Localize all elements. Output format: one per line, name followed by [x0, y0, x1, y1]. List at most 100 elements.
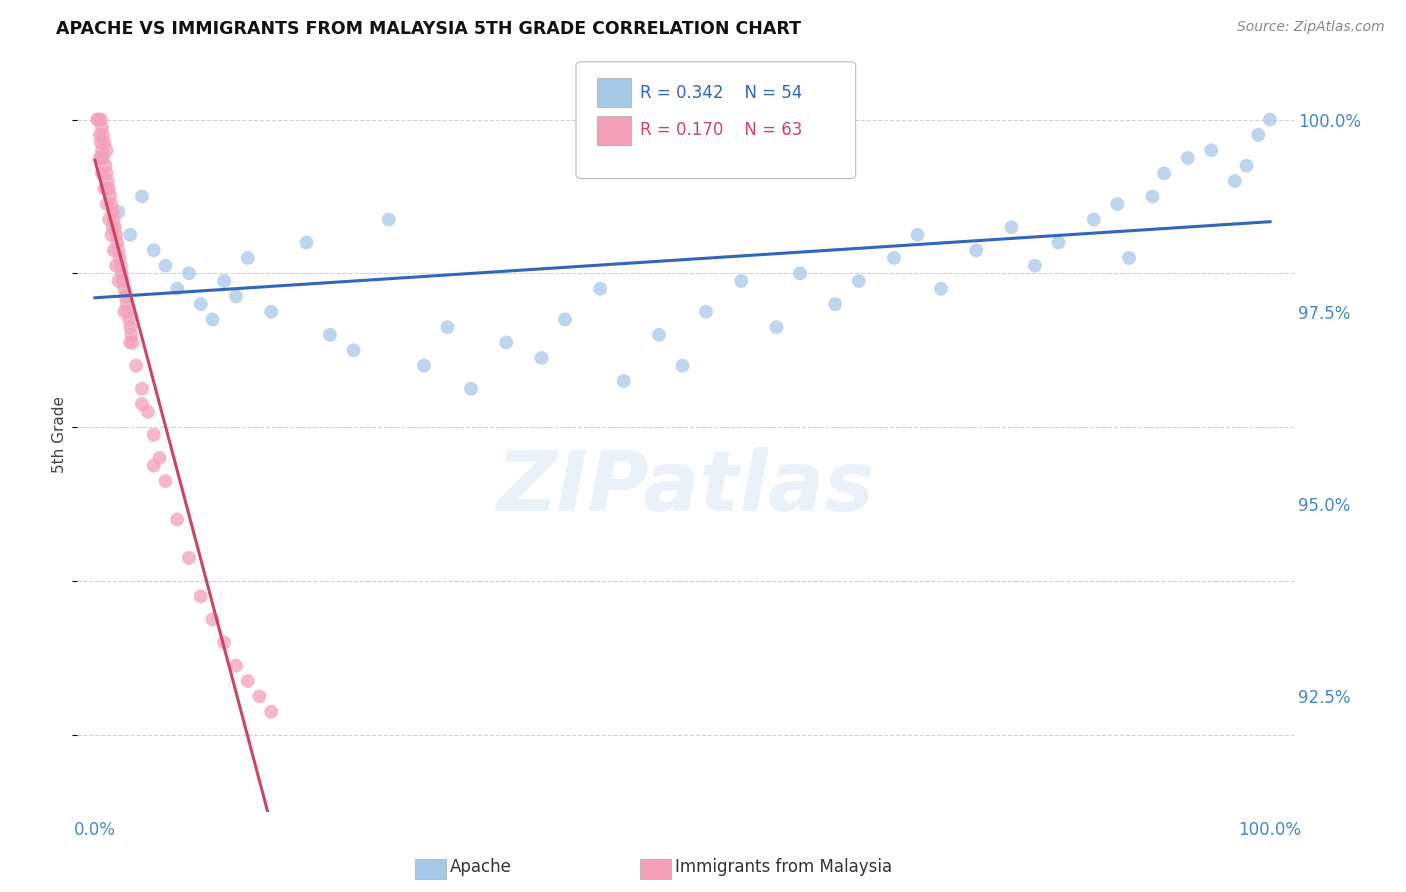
Point — [225, 658, 247, 673]
Text: R = 0.170    N = 63: R = 0.170 N = 63 — [640, 121, 803, 139]
Point — [883, 251, 905, 265]
FancyBboxPatch shape — [576, 62, 856, 178]
Point — [236, 673, 259, 688]
Text: Apache: Apache — [450, 858, 512, 876]
Point — [149, 450, 172, 465]
Point — [554, 312, 576, 326]
Point — [131, 397, 153, 411]
Point — [105, 235, 128, 250]
Point — [295, 235, 318, 250]
Point — [201, 612, 224, 626]
Point — [1177, 151, 1199, 165]
Point — [1024, 259, 1046, 273]
Point — [1223, 174, 1246, 188]
Point — [589, 282, 612, 296]
Bar — [596, 78, 631, 107]
Point — [1000, 220, 1022, 235]
Point — [413, 359, 436, 373]
Point — [120, 335, 142, 350]
Point — [1118, 251, 1140, 265]
Point — [166, 512, 188, 526]
Point — [1247, 128, 1270, 142]
Point — [765, 320, 787, 334]
Point — [89, 151, 111, 165]
Point — [89, 128, 111, 142]
Text: Source: ZipAtlas.com: Source: ZipAtlas.com — [1237, 20, 1385, 34]
Point — [929, 282, 952, 296]
Point — [1107, 197, 1129, 211]
Point — [98, 182, 121, 196]
Point — [97, 174, 120, 188]
Point — [201, 312, 224, 326]
Point — [260, 705, 283, 719]
Point — [96, 143, 118, 157]
Point — [100, 227, 122, 242]
Point — [730, 274, 752, 288]
Point — [107, 204, 129, 219]
Point — [90, 151, 112, 165]
Point — [114, 289, 136, 303]
Point — [120, 327, 142, 342]
Point — [125, 359, 148, 373]
Point — [136, 405, 159, 419]
Point — [142, 244, 165, 258]
Point — [190, 590, 212, 604]
Point — [190, 297, 212, 311]
Point — [907, 227, 929, 242]
Point — [1199, 143, 1222, 157]
Point — [377, 212, 399, 227]
Point — [90, 136, 112, 150]
Point — [1153, 166, 1175, 180]
Point — [848, 274, 870, 288]
Point — [1083, 212, 1105, 227]
Point — [671, 359, 693, 373]
Point — [91, 143, 114, 157]
Point — [1047, 235, 1070, 250]
Point — [117, 305, 139, 319]
Point — [112, 282, 135, 296]
Point — [91, 120, 114, 135]
Point — [90, 112, 112, 127]
Point — [342, 343, 364, 358]
Point — [104, 220, 127, 235]
Point — [1142, 189, 1164, 203]
Point — [101, 204, 124, 219]
Point — [249, 690, 271, 704]
Text: APACHE VS IMMIGRANTS FROM MALAYSIA 5TH GRADE CORRELATION CHART: APACHE VS IMMIGRANTS FROM MALAYSIA 5TH G… — [56, 20, 801, 37]
Point — [96, 197, 118, 211]
Point — [100, 197, 122, 211]
Point — [460, 382, 482, 396]
Point — [225, 289, 247, 303]
Point — [93, 182, 115, 196]
Point — [118, 312, 141, 326]
Point — [107, 244, 129, 258]
Point — [105, 227, 128, 242]
Point — [177, 550, 200, 565]
Bar — [596, 116, 631, 145]
Point — [789, 266, 811, 280]
Point — [120, 320, 142, 334]
Point — [965, 244, 987, 258]
Text: Immigrants from Malaysia: Immigrants from Malaysia — [675, 858, 891, 876]
Point — [236, 251, 259, 265]
Point — [695, 305, 717, 319]
Point — [103, 212, 125, 227]
Point — [103, 244, 125, 258]
Point — [112, 305, 135, 319]
Point — [1236, 159, 1258, 173]
Point — [260, 305, 283, 319]
Point — [98, 189, 121, 203]
Point — [177, 266, 200, 280]
Point — [94, 159, 117, 173]
Point — [87, 112, 110, 127]
Point — [91, 166, 114, 180]
Point — [96, 182, 118, 196]
Point — [142, 427, 165, 442]
Point — [120, 227, 142, 242]
Point — [155, 474, 177, 488]
Text: R = 0.342    N = 54: R = 0.342 N = 54 — [640, 84, 803, 102]
Point — [648, 327, 671, 342]
Point — [112, 274, 135, 288]
Point — [530, 351, 553, 365]
Point — [436, 320, 458, 334]
